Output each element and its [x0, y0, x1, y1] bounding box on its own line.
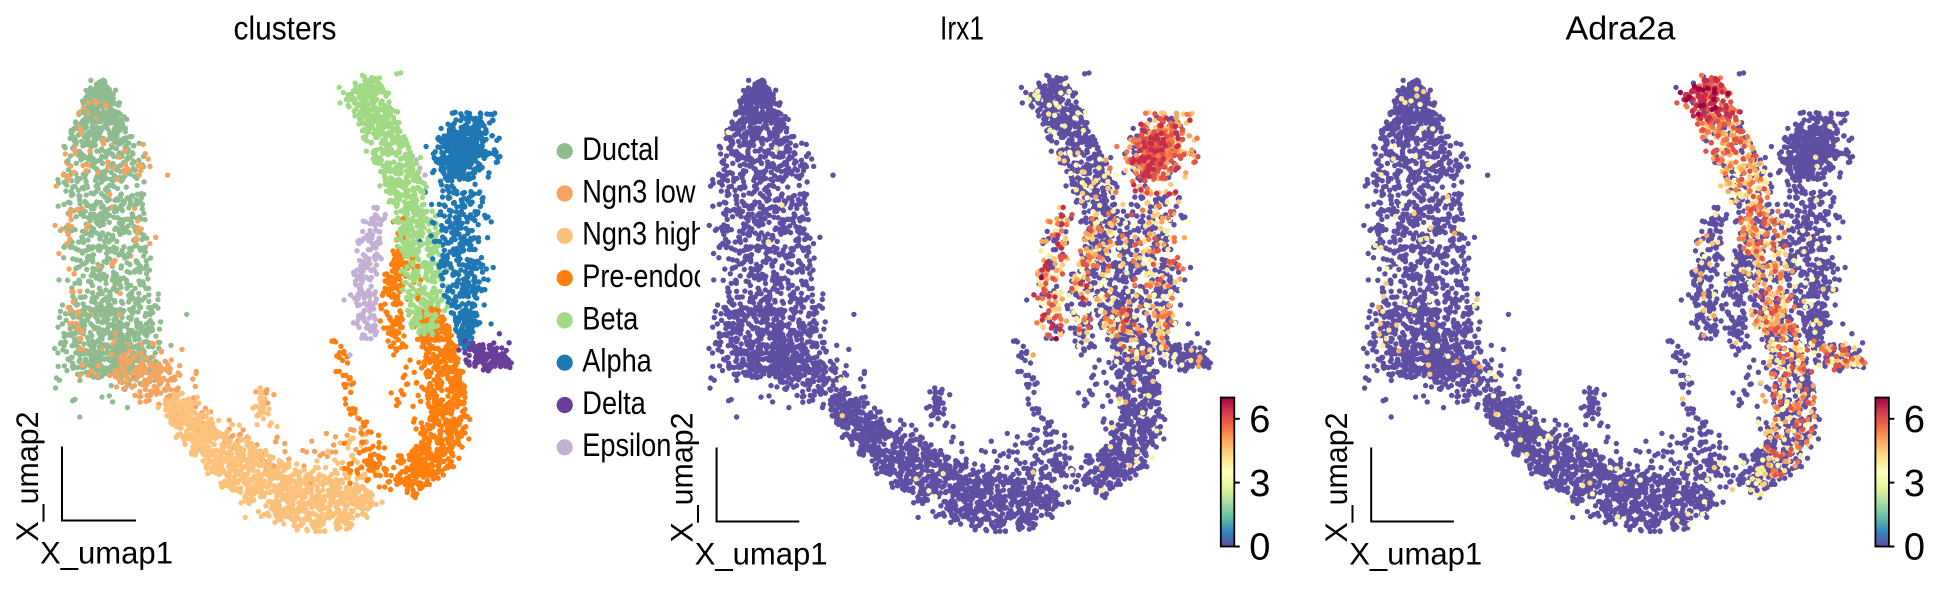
svg-text:X_umap1: X_umap1	[695, 536, 828, 572]
svg-text:Irx1: Irx1	[940, 10, 984, 47]
svg-text:X_umap2: X_umap2	[1318, 413, 1354, 543]
svg-text:Pre-endocrine: Pre-endocrine	[582, 258, 752, 294]
svg-text:Beta: Beta	[582, 300, 638, 336]
svg-text:Ngn3 low EP: Ngn3 low EP	[582, 173, 739, 209]
svg-text:0: 0	[1249, 527, 1270, 569]
svg-text:X_umap1: X_umap1	[1349, 536, 1482, 572]
svg-text:Adra2a: Adra2a	[1566, 10, 1677, 47]
svg-text:3: 3	[1249, 463, 1270, 505]
svg-text:0: 0	[1904, 527, 1925, 569]
svg-text:6: 6	[1249, 399, 1270, 441]
svg-text:Ngn3 high EP: Ngn3 high EP	[582, 216, 749, 252]
svg-text:Ductal: Ductal	[582, 131, 659, 167]
svg-text:Epsilon: Epsilon	[582, 427, 671, 463]
svg-text:3: 3	[1904, 463, 1925, 505]
svg-text:6: 6	[1904, 399, 1925, 441]
svg-text:Delta: Delta	[582, 385, 646, 421]
svg-text:X_umap2: X_umap2	[9, 412, 45, 542]
svg-text:X_umap1: X_umap1	[40, 535, 173, 571]
svg-text:X_umap2: X_umap2	[664, 413, 700, 543]
svg-text:Alpha: Alpha	[582, 343, 652, 379]
svg-text:clusters: clusters	[234, 10, 337, 47]
